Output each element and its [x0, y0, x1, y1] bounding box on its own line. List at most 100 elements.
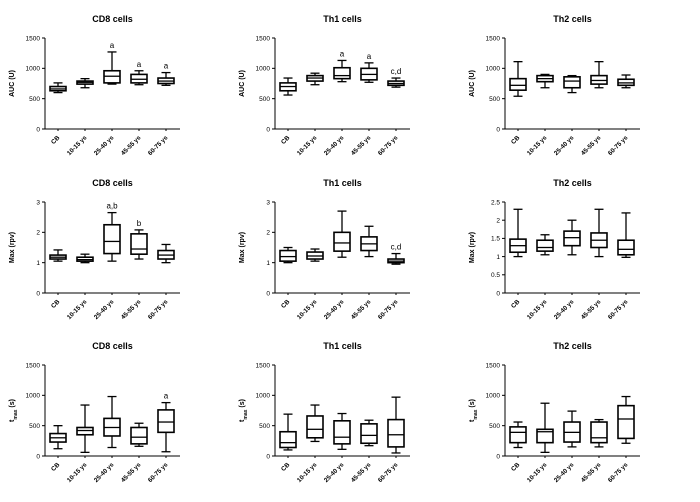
y-tick-label: 1500	[26, 362, 41, 369]
x-category-label: CB	[50, 134, 62, 146]
y-tick-label: 0	[496, 126, 500, 133]
y-axis-label: AUC (U)	[9, 70, 16, 97]
chart-title: Th2 cells	[553, 341, 592, 351]
x-category-label: 45-55 ys	[350, 298, 373, 321]
x-category-label: 45-55 ys	[120, 298, 143, 321]
chart-title: Th2 cells	[553, 178, 592, 188]
y-axis-label: tmax (s)	[239, 399, 249, 422]
significance-annotation: c,d	[391, 67, 402, 76]
box-iqr	[130, 426, 148, 445]
x-category-label: 60-75 ys	[377, 461, 400, 484]
chart-title: Th1 cells	[323, 14, 362, 24]
x-category-label: 45-55 ys	[120, 461, 143, 484]
y-tick-label: 1	[36, 260, 40, 267]
y-tick-label: 1.5	[491, 236, 500, 243]
y-tick-label: 500	[29, 423, 40, 430]
x-category-label: CB	[280, 461, 292, 473]
chart-panel: CD8 cells tmax (s) 0 500 1000 1500 CB 10-15 ys 2…	[9, 341, 180, 484]
x-category-label: 25-40 ys	[93, 461, 116, 484]
chart-panel: Th2 cells tmax (s) 0 500 1000 1500 CB 10-15 ys 2…	[469, 341, 640, 484]
significance-annotation: a	[110, 41, 115, 50]
y-tick-label: 1500	[486, 35, 501, 42]
y-tick-label: 0	[496, 290, 500, 297]
chart-title: Th2 cells	[553, 14, 592, 24]
y-axis-label: Max (rpv)	[469, 232, 476, 263]
significance-annotation: b	[137, 219, 142, 228]
significance-annotation: a	[340, 49, 345, 58]
box-iqr	[536, 239, 554, 252]
box-iqr	[509, 426, 527, 444]
chart-title: CD8 cells	[92, 341, 133, 351]
box-iqr	[157, 409, 175, 434]
y-axis-label-subscript: max	[243, 409, 249, 419]
box-iqr	[333, 66, 351, 80]
box-iqr	[509, 77, 527, 91]
y-tick-label: 0	[496, 453, 500, 460]
box-iqr	[279, 430, 297, 449]
x-category-label: 60-75 ys	[607, 461, 630, 484]
x-category-label: 60-75 ys	[147, 298, 170, 321]
box-iqr	[536, 428, 554, 444]
y-tick-label: 2	[496, 218, 500, 225]
y-tick-label: 500	[489, 96, 500, 103]
y-tick-label: 1000	[26, 66, 41, 73]
y-tick-label: 0	[266, 126, 270, 133]
box-iqr	[617, 404, 635, 440]
chart-panel: Th1 cells AUC (U) 0 500 1000 1500 CB 10-15 ys 25…	[239, 14, 410, 157]
box-iqr	[279, 249, 297, 262]
y-tick-label: 0	[36, 290, 40, 297]
box-iqr	[387, 418, 405, 448]
chart-panel: Th1 cells Max (rpv) 0 1 2 3 CB 10-15 ys 25-40 ys…	[239, 178, 410, 321]
x-category-label: 60-75 ys	[377, 134, 400, 157]
y-tick-label: 2	[36, 230, 40, 237]
y-axis-label: tmax (s)	[469, 399, 479, 422]
y-axis-label-subscript: max	[473, 409, 479, 419]
x-category-label: CB	[510, 298, 522, 310]
chart-panel: Th1 cells tmax (s) 0 500 1000 1500 CB 10-15 ys 2…	[239, 341, 410, 484]
y-tick-label: 1500	[26, 35, 41, 42]
significance-annotation: a	[164, 62, 169, 71]
y-tick-label: 500	[29, 96, 40, 103]
x-category-label: 60-75 ys	[607, 298, 630, 321]
chart-title: Th1 cells	[323, 341, 362, 351]
box-iqr	[590, 421, 608, 444]
x-category-label: 25-40 ys	[553, 134, 576, 157]
y-axis-label: tmax (s)	[9, 399, 19, 422]
x-category-label: 25-40 ys	[323, 461, 346, 484]
y-tick-label: 1000	[486, 393, 501, 400]
x-category-label: 10-15 ys	[66, 298, 89, 321]
y-tick-label: 1	[496, 254, 500, 261]
x-category-label: 10-15 ys	[66, 461, 89, 484]
chart-panel: Th2 cells AUC (U) 0 500 1000 1500 CB 10-15 ys 25…	[469, 14, 640, 157]
chart-panel: Th2 cells Max (rpv) 0 0.5 1 1.5 2 2.5 CB 10-15 ys…	[469, 178, 640, 321]
box-iqr	[333, 420, 351, 445]
y-tick-label: 1000	[486, 66, 501, 73]
x-category-label: 25-40 ys	[323, 298, 346, 321]
y-tick-label: 1000	[26, 393, 41, 400]
x-category-label: 10-15 ys	[296, 461, 319, 484]
y-tick-label: 500	[259, 423, 270, 430]
x-category-label: 10-15 ys	[526, 461, 549, 484]
x-category-label: 60-75 ys	[147, 461, 170, 484]
x-category-label: 25-40 ys	[93, 134, 116, 157]
x-category-label: CB	[280, 134, 292, 146]
x-category-label: CB	[50, 298, 62, 310]
y-tick-label: 1000	[256, 66, 271, 73]
x-category-label: CB	[50, 461, 62, 473]
x-category-label: 60-75 ys	[377, 298, 400, 321]
significance-annotation: c,d	[391, 243, 402, 252]
x-category-label: 45-55 ys	[350, 134, 373, 157]
y-tick-label: 0	[266, 453, 270, 460]
box-iqr	[360, 423, 378, 445]
y-axis-label: AUC (U)	[239, 70, 246, 97]
box-iqr	[130, 233, 148, 255]
significance-annotation: a	[367, 52, 372, 61]
chart-panel: CD8 cells AUC (U) 0 500 1000 1500 CB 10-15 ys 25…	[9, 14, 180, 157]
x-category-label: 10-15 ys	[296, 134, 319, 157]
x-category-label: 45-55 ys	[580, 298, 603, 321]
x-category-label: 60-75 ys	[607, 134, 630, 157]
y-tick-label: 2	[266, 230, 270, 237]
y-tick-label: 0.5	[491, 272, 500, 279]
x-category-label: 10-15 ys	[526, 134, 549, 157]
